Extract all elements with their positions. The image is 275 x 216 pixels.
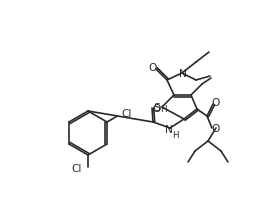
Text: O: O — [153, 104, 161, 114]
Text: Cl: Cl — [72, 164, 82, 174]
Text: O: O — [149, 63, 157, 73]
Text: H: H — [172, 132, 178, 140]
Text: Cl: Cl — [122, 109, 132, 119]
Text: S: S — [153, 103, 160, 113]
Text: O: O — [212, 124, 220, 134]
Text: N: N — [165, 125, 173, 135]
Text: H: H — [160, 105, 166, 113]
Text: N: N — [179, 69, 187, 79]
Text: O: O — [212, 98, 220, 108]
